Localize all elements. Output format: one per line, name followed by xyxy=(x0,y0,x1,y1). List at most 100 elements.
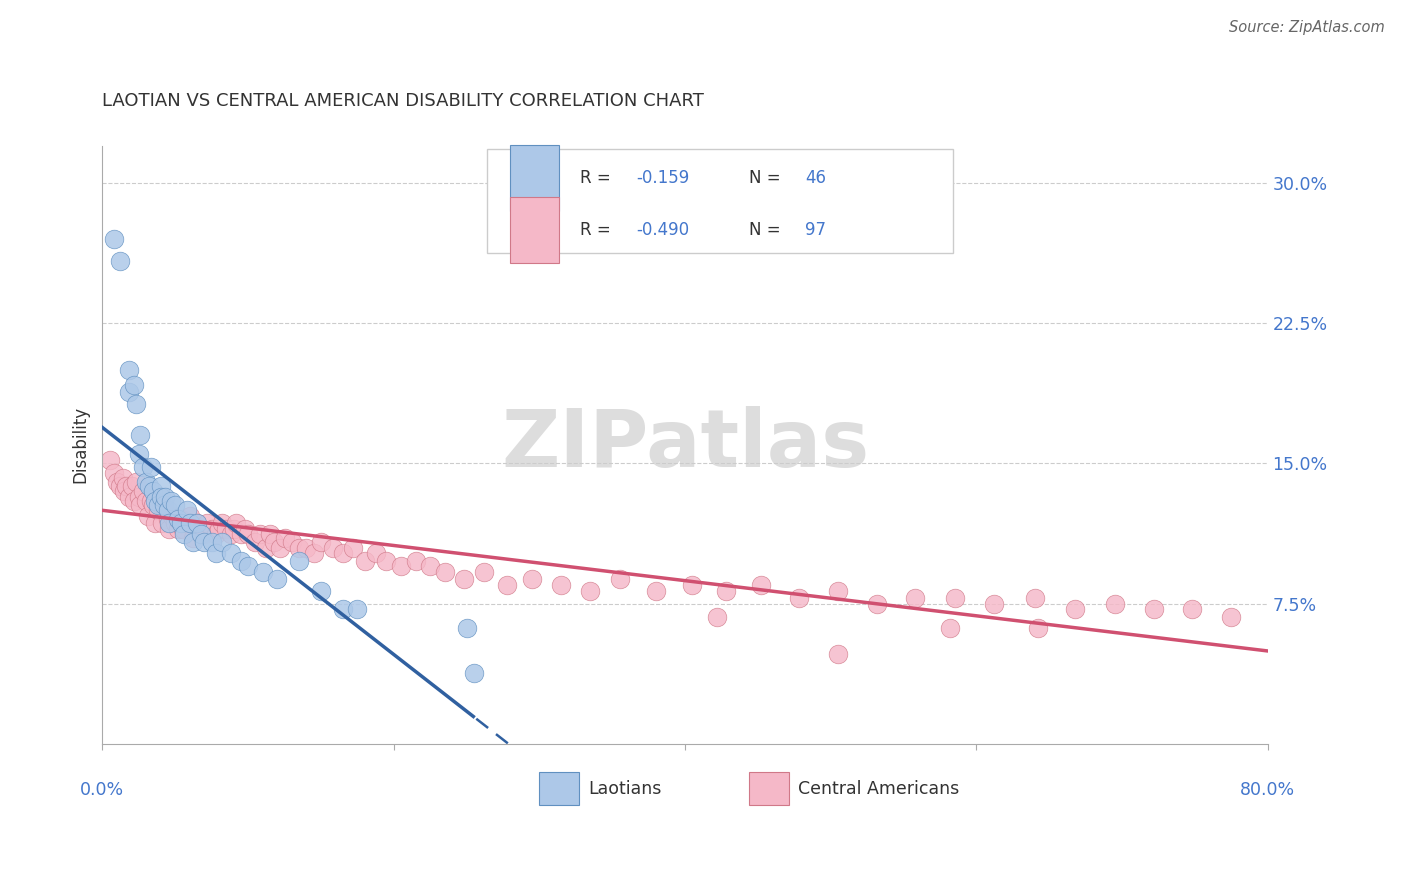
Point xyxy=(153,503,176,517)
Text: N =: N = xyxy=(749,169,786,187)
Point xyxy=(219,546,242,560)
Point xyxy=(233,522,256,536)
Point xyxy=(124,493,146,508)
Point xyxy=(295,541,318,555)
Point xyxy=(254,541,277,555)
Point xyxy=(236,527,259,541)
Point xyxy=(118,385,141,400)
Point xyxy=(1024,591,1046,605)
Point xyxy=(190,527,212,541)
Point xyxy=(322,541,344,555)
Point xyxy=(139,493,162,508)
Point xyxy=(167,522,190,536)
Point xyxy=(939,621,962,635)
Point xyxy=(152,498,174,512)
Text: 97: 97 xyxy=(806,221,827,239)
Point xyxy=(302,546,325,560)
Point xyxy=(366,546,388,560)
FancyBboxPatch shape xyxy=(510,197,560,263)
Point xyxy=(186,516,208,531)
Point xyxy=(138,479,160,493)
Point xyxy=(714,583,737,598)
Point xyxy=(208,522,231,536)
Point xyxy=(609,572,631,586)
Point xyxy=(309,535,332,549)
Point xyxy=(342,541,364,555)
Point xyxy=(706,609,728,624)
Text: Central Americans: Central Americans xyxy=(799,780,959,797)
Point xyxy=(176,516,198,531)
Point xyxy=(353,553,375,567)
Point xyxy=(236,559,259,574)
Point xyxy=(433,565,456,579)
Point xyxy=(749,578,772,592)
Point xyxy=(121,479,143,493)
Point xyxy=(125,475,148,489)
Point xyxy=(98,452,121,467)
Point xyxy=(866,597,889,611)
Point xyxy=(186,516,208,531)
Text: 46: 46 xyxy=(806,169,827,187)
Point xyxy=(146,503,169,517)
Point xyxy=(245,535,267,549)
Text: -0.490: -0.490 xyxy=(636,221,689,239)
Point xyxy=(190,522,212,536)
Point xyxy=(211,516,233,531)
Point xyxy=(904,591,927,605)
Point xyxy=(983,597,1005,611)
Point xyxy=(105,475,128,489)
Point xyxy=(146,498,169,512)
Text: -0.159: -0.159 xyxy=(636,169,689,187)
Point xyxy=(160,493,183,508)
Text: 0.0%: 0.0% xyxy=(80,781,125,799)
Point xyxy=(173,527,195,541)
Point xyxy=(1181,602,1204,616)
Point xyxy=(645,583,668,598)
Point xyxy=(1026,621,1049,635)
Point xyxy=(787,591,810,605)
Point xyxy=(149,490,172,504)
Point xyxy=(103,232,125,246)
Point xyxy=(215,522,238,536)
Point xyxy=(170,512,193,526)
Point xyxy=(269,541,291,555)
Point xyxy=(135,493,157,508)
Point xyxy=(159,522,181,536)
Point xyxy=(229,553,252,567)
Point xyxy=(149,498,172,512)
Point xyxy=(205,546,228,560)
Text: Source: ZipAtlas.com: Source: ZipAtlas.com xyxy=(1229,20,1385,35)
Y-axis label: Disability: Disability xyxy=(72,406,89,483)
Point xyxy=(128,447,150,461)
Point xyxy=(143,516,166,531)
Point xyxy=(165,498,187,512)
Point xyxy=(332,546,354,560)
Point xyxy=(181,531,204,545)
Point xyxy=(273,531,295,545)
Point xyxy=(111,471,134,485)
Point xyxy=(309,583,332,598)
FancyBboxPatch shape xyxy=(540,772,579,805)
Point xyxy=(132,460,155,475)
Point xyxy=(252,565,274,579)
Point xyxy=(219,527,242,541)
Point xyxy=(165,516,187,531)
Point xyxy=(118,363,141,377)
Point xyxy=(112,484,135,499)
Point xyxy=(129,498,152,512)
Point xyxy=(118,490,141,504)
Point xyxy=(108,479,131,493)
Point xyxy=(153,490,176,504)
Text: LAOTIAN VS CENTRAL AMERICAN DISABILITY CORRELATION CHART: LAOTIAN VS CENTRAL AMERICAN DISABILITY C… xyxy=(103,92,704,110)
Point xyxy=(181,535,204,549)
Point xyxy=(225,516,247,531)
Point xyxy=(520,572,543,586)
Point xyxy=(1104,597,1126,611)
Point xyxy=(288,541,311,555)
Point xyxy=(375,553,398,567)
Point xyxy=(281,535,304,549)
Point xyxy=(150,516,173,531)
Point xyxy=(259,527,281,541)
Point xyxy=(1220,609,1243,624)
Point xyxy=(128,490,150,504)
